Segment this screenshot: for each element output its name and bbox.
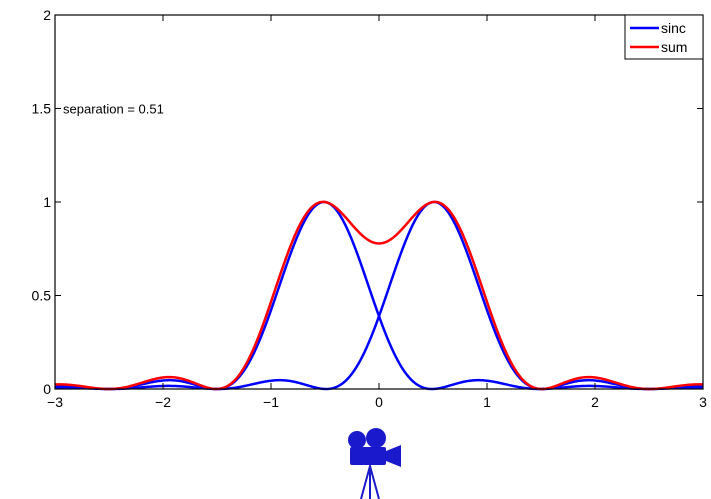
camera-reel-right [366, 428, 386, 448]
legend: sinc sum [624, 14, 704, 60]
y-tick-label: 0 [43, 381, 51, 397]
legend-label-sinc: sinc [661, 20, 686, 36]
x-tick-label: −1 [263, 394, 279, 410]
camera-body [350, 447, 386, 465]
series-line-sum-3 [54, 200, 704, 391]
plot-area: −3 −2 −1 0 1 2 3 0 0.5 1 1.5 2 separation = 0.51 si… [32, 7, 708, 410]
legend-box [624, 14, 704, 60]
x-tick-label: 0 [375, 394, 383, 410]
y-tick-label: 2 [43, 7, 51, 23]
y-tick-label: 1 [43, 194, 51, 210]
legend-label-sum: sum [661, 39, 687, 55]
y-tick-label: 0.5 [32, 288, 52, 304]
ticks: −3 −2 −1 0 1 2 3 0 0.5 1 1.5 2 [32, 7, 708, 410]
separation-annotation: separation = 0.51 [63, 102, 164, 117]
x-tick-label: 1 [483, 394, 491, 410]
video-camera-icon [348, 428, 401, 499]
x-tick-label: 2 [591, 394, 599, 410]
x-tick-label: −3 [47, 394, 63, 410]
x-tick-label: −2 [155, 394, 171, 410]
camera-lens [386, 445, 401, 467]
x-tick-label: 3 [699, 394, 707, 410]
axes-box [55, 15, 703, 389]
y-tick-label: 1.5 [32, 101, 52, 117]
camera-reel-left [348, 431, 366, 449]
